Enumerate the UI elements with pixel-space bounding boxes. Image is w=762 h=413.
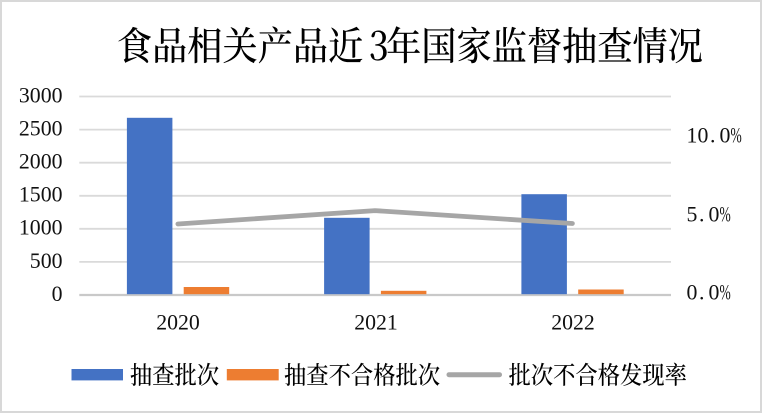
svg-text:.: .: [699, 281, 704, 305]
svg-text:2022: 2022: [551, 310, 595, 334]
svg-text:0: 0: [709, 203, 720, 227]
svg-text:2000: 2000: [19, 150, 63, 174]
svg-text:0: 0: [698, 124, 709, 148]
svg-text:0: 0: [709, 281, 720, 305]
svg-text:2500: 2500: [19, 116, 63, 140]
svg-text:500: 500: [30, 249, 63, 273]
svg-text:.: .: [710, 124, 715, 148]
svg-text:3000: 3000: [19, 83, 63, 107]
svg-text:0: 0: [52, 282, 63, 306]
svg-text:1500: 1500: [19, 183, 63, 207]
svg-text:2020: 2020: [156, 310, 200, 334]
svg-text:.: .: [699, 203, 704, 227]
svg-text:1: 1: [687, 124, 698, 148]
svg-text:%: %: [720, 280, 731, 304]
svg-text:5: 5: [687, 203, 698, 227]
svg-text:%: %: [720, 202, 731, 226]
svg-text:2021: 2021: [354, 310, 398, 334]
svg-text:1000: 1000: [19, 216, 63, 240]
svg-text:%: %: [731, 123, 742, 147]
svg-text:0: 0: [687, 281, 698, 305]
svg-text:0: 0: [720, 124, 731, 148]
